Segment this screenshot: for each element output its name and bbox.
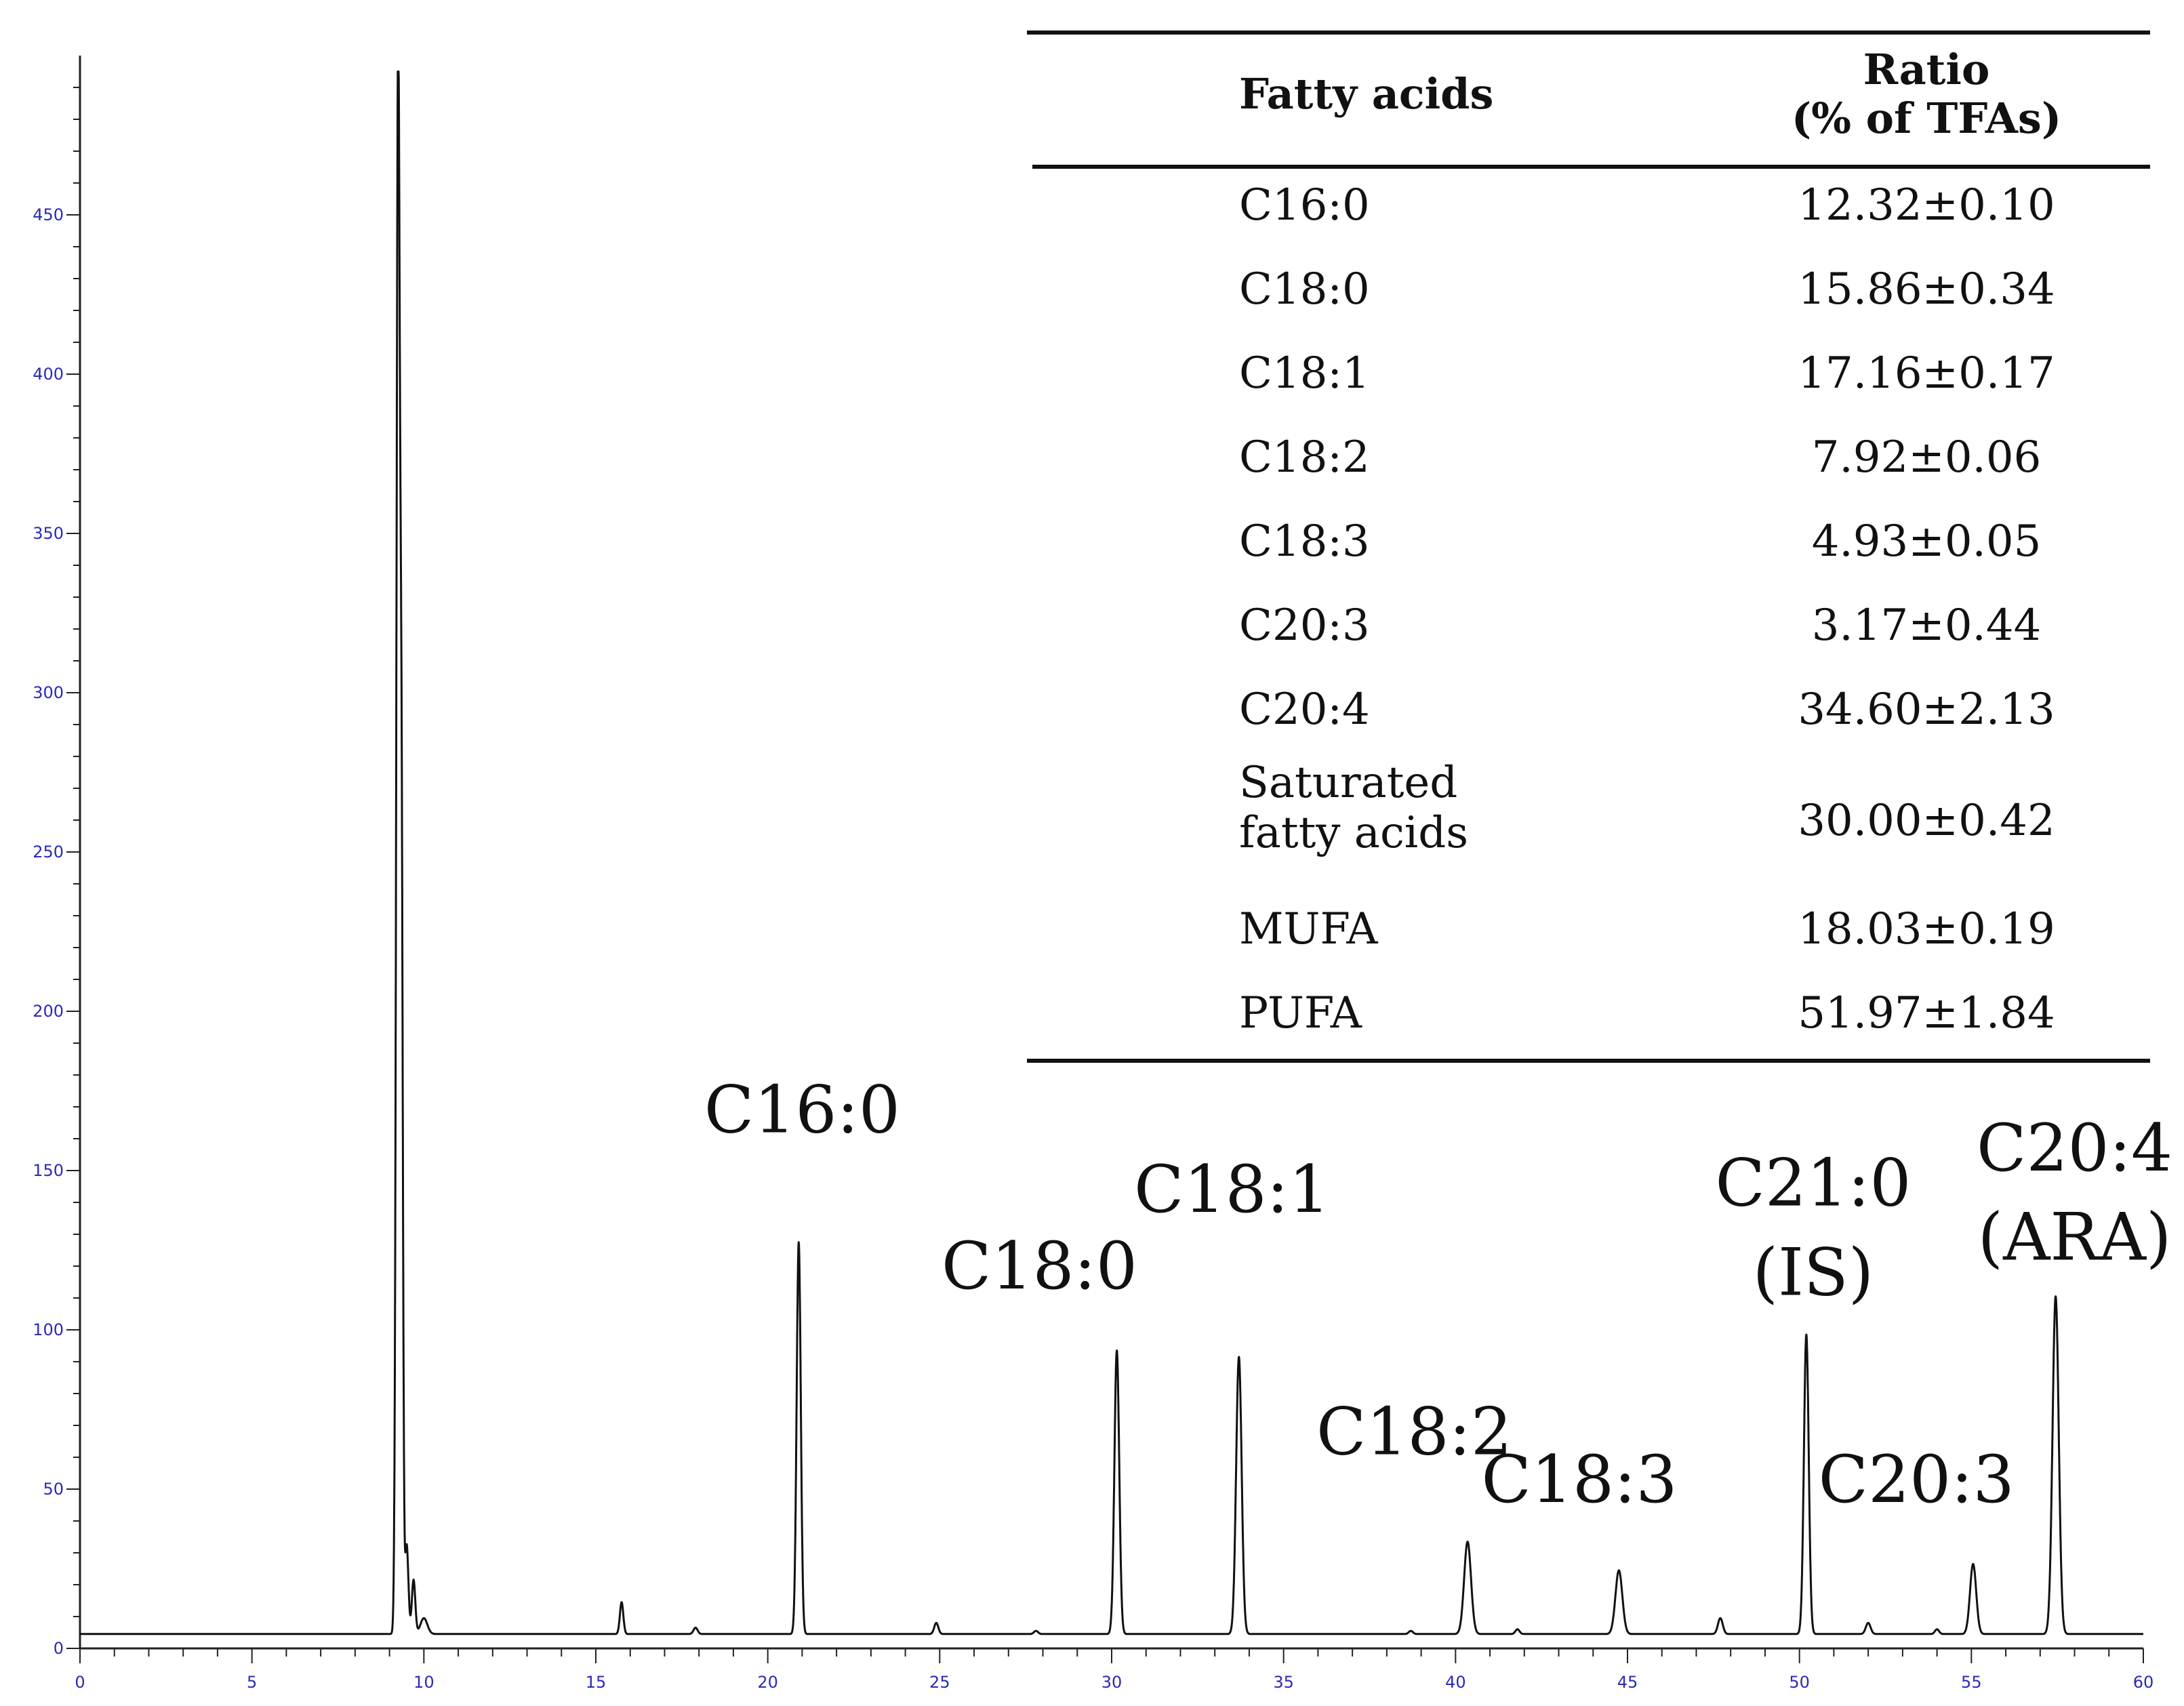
fatty-acid-table: Fatty acids Ratio(% of TFAs) C16:0 12.32±0.… (1027, 31, 2150, 1063)
peak-label: C21:0 (1715, 1145, 1911, 1221)
y-tick-label: 200 (33, 1002, 64, 1021)
y-tick-label: 0 (54, 1639, 64, 1658)
table-cell-name: C18:3 (1239, 516, 1370, 567)
table-header-ratio-unit: (% of TFAs) (1792, 94, 2061, 143)
x-tick-label: 50 (1789, 1673, 1810, 1692)
x-tick-label: 30 (1101, 1673, 1123, 1692)
table-cell-value: 12.32±0.10 (1798, 180, 2055, 230)
table-cell-name: C16:0 (1239, 180, 1370, 230)
x-tick-label: 45 (1617, 1673, 1638, 1692)
y-tick-label: 100 (33, 1320, 64, 1339)
peak-label: C20:4 (1977, 1110, 2172, 1186)
table-cell-name: Saturated (1239, 758, 1457, 808)
x-tick-label: 0 (75, 1673, 85, 1692)
x-tick-label: 10 (413, 1673, 434, 1692)
x-tick-label: 60 (2133, 1673, 2154, 1692)
y-tick-label: 400 (33, 365, 64, 384)
peak-label: C18:2 (1316, 1394, 1512, 1469)
y-tick-label: 350 (33, 524, 64, 543)
x-tick-label: 40 (1445, 1673, 1466, 1692)
x-tick-label: 20 (757, 1673, 778, 1692)
x-tick-label: 5 (247, 1673, 257, 1692)
x-axis-ticks: 0 5 10 15 20 25 30 35 40 45 50 55 60 (75, 1648, 2153, 1692)
table-cell-value: 17.16±0.17 (1798, 348, 2055, 399)
peak-label: C16:0 (704, 1072, 900, 1148)
table-cell-name: fatty acids (1239, 808, 1468, 858)
x-tick-label: 15 (586, 1673, 607, 1692)
table-cell-name: C20:4 (1239, 685, 1370, 735)
table-cell-value: 15.86±0.34 (1798, 264, 2055, 314)
x-tick-label: 55 (1961, 1673, 1982, 1692)
table-header-fatty-acids: Fatty acids (1239, 69, 1493, 119)
y-tick-label: 250 (33, 842, 64, 861)
x-tick-label: 25 (929, 1673, 950, 1692)
x-tick-label: 35 (1273, 1673, 1294, 1692)
table-cell-name: C18:2 (1239, 432, 1370, 483)
table-cell-value: 30.00±0.42 (1798, 796, 2055, 846)
table-cell-value: 3.17±0.44 (1812, 601, 2042, 651)
axes: 0 50 100 150 200 250 300 350 400 450 0 5 10 15 20 25 30… (33, 56, 2153, 1692)
table-cell-value: 51.97±1.84 (1798, 988, 2055, 1038)
peak-label: C20:3 (1819, 1442, 2015, 1518)
table-cell-name: C20:3 (1239, 601, 1370, 651)
y-axis-ticks: 0 50 100 150 200 250 300 350 400 450 (33, 87, 80, 1658)
peak-label: (IS) (1753, 1234, 1874, 1310)
y-tick-label: 150 (33, 1161, 64, 1180)
y-tick-label: 450 (33, 205, 64, 224)
peak-label: C18:3 (1481, 1442, 1677, 1518)
peak-label: (ARA) (1978, 1200, 2172, 1276)
table-cell-name: C18:0 (1239, 264, 1370, 314)
y-tick-label: 50 (43, 1480, 64, 1499)
peak-label: C18:0 (942, 1228, 1137, 1304)
table-cell-value: 34.60±2.13 (1798, 685, 2055, 735)
table-cell-value: 18.03±0.19 (1798, 904, 2055, 954)
y-tick-label: 300 (33, 683, 64, 702)
chromatogram-trace (79, 70, 2145, 1636)
table-cell-value: 4.93±0.05 (1812, 516, 2042, 567)
table-cell-name: C18:1 (1239, 348, 1370, 399)
table-cell-value: 7.92±0.06 (1812, 432, 2042, 483)
table-cell-name: PUFA (1239, 988, 1362, 1038)
table-header-ratio: Ratio (1863, 45, 1990, 94)
peak-label: C18:1 (1134, 1152, 1330, 1227)
table-cell-name: MUFA (1239, 904, 1378, 954)
